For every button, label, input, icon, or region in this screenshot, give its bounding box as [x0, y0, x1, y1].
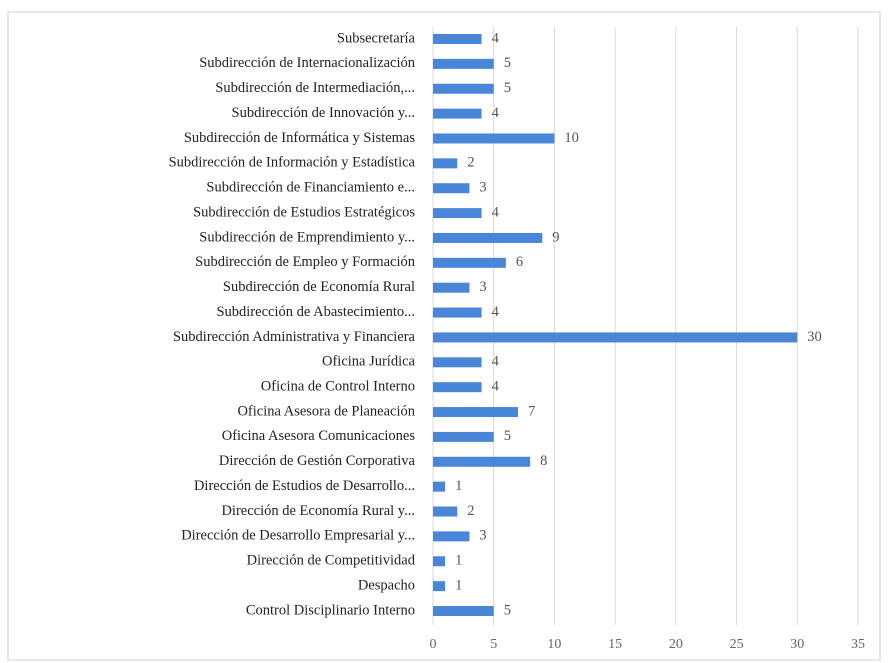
category-label: Subdirección de Información y Estadístic… — [169, 155, 416, 171]
value-label: 4 — [492, 304, 500, 320]
bar — [433, 34, 482, 44]
value-label: 1 — [455, 553, 462, 569]
chart-border — [7, 11, 881, 661]
category-label: Dirección de Desarrollo Empresarial y... — [181, 528, 415, 544]
category-label: Subdirección de Emprendimiento y... — [199, 229, 415, 245]
category-label: Dirección de Economía Rural y... — [221, 503, 415, 519]
value-label: 2 — [467, 155, 474, 171]
value-label: 30 — [807, 329, 822, 345]
value-label: 5 — [504, 80, 511, 96]
category-label: Control Disciplinario Interno — [246, 602, 415, 618]
value-label: 4 — [492, 204, 500, 220]
value-label: 9 — [552, 229, 559, 245]
value-label: 3 — [479, 528, 486, 544]
category-label: Dirección de Gestión Corporativa — [219, 453, 416, 469]
bar — [433, 108, 482, 119]
bar — [433, 506, 458, 517]
category-label: Subdirección de Informática y Sistemas — [184, 130, 415, 146]
category-label: Oficina Asesora Comunicaciones — [222, 428, 416, 444]
x-tick-label: 20 — [669, 637, 683, 652]
value-label: 5 — [504, 428, 511, 444]
category-label: Subdirección de Internacionalización — [199, 55, 416, 71]
value-label: 8 — [540, 453, 547, 469]
category-label: Subdirección de Financiamiento e... — [206, 180, 415, 196]
bar — [433, 431, 494, 442]
value-label: 1 — [455, 577, 462, 593]
bar — [433, 183, 470, 194]
bar — [433, 83, 494, 94]
bar — [433, 407, 518, 418]
value-label: 5 — [504, 55, 511, 71]
bar — [433, 481, 446, 492]
category-label: Subsecretaría — [337, 30, 416, 46]
bar — [433, 133, 555, 144]
bar — [433, 282, 470, 293]
value-label: 5 — [504, 602, 511, 618]
bar — [433, 357, 482, 368]
category-label: Dirección de Estudios de Desarrollo... — [194, 478, 415, 494]
bar — [433, 382, 482, 393]
value-label: 4 — [492, 30, 500, 46]
value-label: 4 — [492, 379, 500, 395]
x-tick-label: 5 — [490, 637, 497, 652]
category-label: Subdirección de Abastecimiento... — [216, 304, 415, 320]
bar — [433, 208, 482, 219]
category-label: Oficina Jurídica — [322, 354, 416, 370]
bar — [433, 332, 798, 343]
value-label: 7 — [528, 403, 535, 419]
value-label: 4 — [492, 354, 500, 370]
value-label: 3 — [479, 279, 486, 295]
bar — [433, 456, 531, 467]
value-label: 1 — [455, 478, 462, 494]
bar — [433, 232, 543, 243]
value-label: 3 — [479, 180, 486, 196]
category-label: Despacho — [358, 577, 415, 593]
bar — [433, 556, 446, 567]
category-label: Oficina Asesora de Planeación — [237, 403, 415, 419]
value-label: 10 — [564, 130, 579, 146]
bar — [433, 307, 482, 318]
x-tick-label: 35 — [851, 637, 865, 652]
bar — [433, 257, 506, 268]
value-label: 4 — [492, 105, 500, 121]
bar — [433, 581, 446, 592]
x-tick-label: 10 — [547, 637, 561, 652]
value-label: 2 — [467, 503, 474, 519]
category-label: Subdirección de Intermediación,... — [215, 80, 415, 96]
x-tick-label: 0 — [430, 637, 437, 652]
bar — [433, 606, 494, 616]
bar — [433, 58, 494, 69]
category-label: Dirección de Competitividad — [247, 553, 416, 569]
category-label: Subdirección Administrativa y Financiera — [173, 329, 416, 345]
category-label: Subdirección de Estudios Estratégicos — [193, 204, 415, 220]
bar — [433, 158, 458, 169]
bar — [433, 531, 470, 542]
category-label: Subdirección de Innovación y... — [232, 105, 415, 121]
value-label: 6 — [516, 254, 523, 270]
category-label: Subdirección de Empleo y Formación — [195, 254, 416, 270]
category-label: Oficina de Control Interno — [261, 379, 415, 395]
x-tick-label: 30 — [790, 637, 804, 652]
x-tick-label: 15 — [608, 637, 622, 652]
category-label: Subdirección de Economía Rural — [223, 279, 415, 295]
x-tick-label: 25 — [730, 637, 744, 652]
